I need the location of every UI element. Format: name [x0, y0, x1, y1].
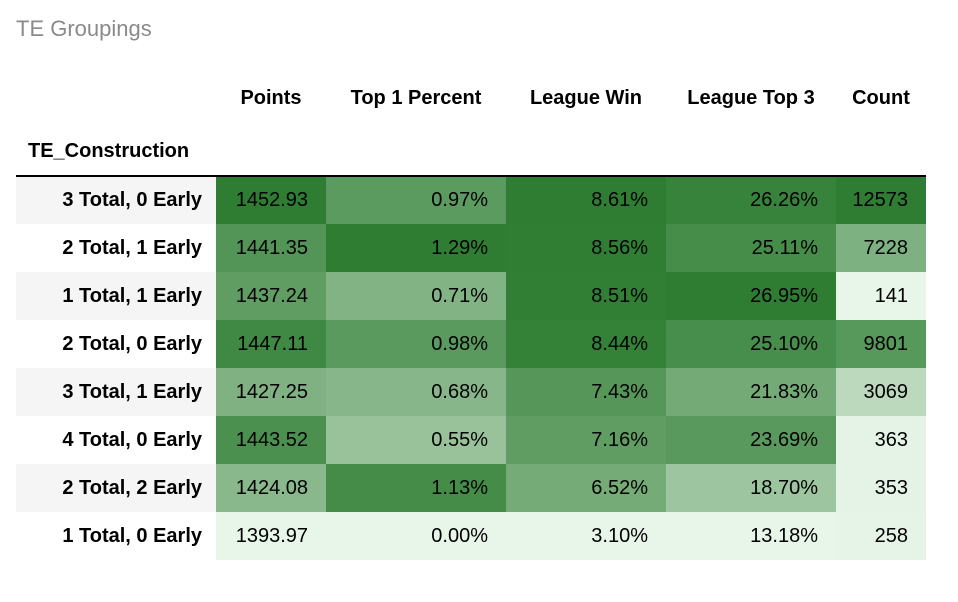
index-label: TE_Construction: [16, 124, 216, 176]
table-row: 3 Total, 1 Early1427.250.68%7.43%21.83%3…: [16, 368, 926, 416]
header-spacer: [326, 124, 506, 176]
cell-league-top-3: 21.83%: [666, 368, 836, 416]
cell-top-1-percent: 1.29%: [326, 224, 506, 272]
header-spacer: [216, 124, 326, 176]
te-groupings-table: Points Top 1 Percent League Win League T…: [16, 72, 926, 560]
cell-league-win: 3.10%: [506, 512, 666, 560]
row-label: 2 Total, 0 Early: [16, 320, 216, 368]
row-label: 1 Total, 0 Early: [16, 512, 216, 560]
cell-top-1-percent: 0.97%: [326, 176, 506, 224]
table-row: 2 Total, 0 Early1447.110.98%8.44%25.10%9…: [16, 320, 926, 368]
col-header-count: Count: [836, 72, 926, 124]
cell-points: 1437.24: [216, 272, 326, 320]
cell-league-top-3: 26.26%: [666, 176, 836, 224]
table-title: TE Groupings: [16, 16, 942, 42]
table-row: 1 Total, 1 Early1437.240.71%8.51%26.95%1…: [16, 272, 926, 320]
cell-league-top-3: 18.70%: [666, 464, 836, 512]
row-label: 3 Total, 1 Early: [16, 368, 216, 416]
cell-league-win: 8.44%: [506, 320, 666, 368]
col-header-top1: Top 1 Percent: [326, 72, 506, 124]
cell-count: 258: [836, 512, 926, 560]
row-label: 4 Total, 0 Early: [16, 416, 216, 464]
table-row: 2 Total, 2 Early1424.081.13%6.52%18.70%3…: [16, 464, 926, 512]
cell-top-1-percent: 0.71%: [326, 272, 506, 320]
cell-points: 1393.97: [216, 512, 326, 560]
header-spacer: [836, 124, 926, 176]
header-spacer: [666, 124, 836, 176]
cell-count: 9801: [836, 320, 926, 368]
header-blank: [16, 72, 216, 124]
cell-league-win: 7.16%: [506, 416, 666, 464]
cell-points: 1424.08: [216, 464, 326, 512]
cell-league-top-3: 23.69%: [666, 416, 836, 464]
cell-count: 7228: [836, 224, 926, 272]
cell-count: 3069: [836, 368, 926, 416]
cell-points: 1447.11: [216, 320, 326, 368]
cell-points: 1443.52: [216, 416, 326, 464]
row-label: 3 Total, 0 Early: [16, 176, 216, 224]
cell-count: 363: [836, 416, 926, 464]
row-label: 1 Total, 1 Early: [16, 272, 216, 320]
cell-points: 1427.25: [216, 368, 326, 416]
header-spacer: [506, 124, 666, 176]
cell-points: 1441.35: [216, 224, 326, 272]
cell-league-top-3: 26.95%: [666, 272, 836, 320]
cell-league-top-3: 25.11%: [666, 224, 836, 272]
cell-count: 141: [836, 272, 926, 320]
cell-top-1-percent: 0.55%: [326, 416, 506, 464]
col-header-lw: League Win: [506, 72, 666, 124]
cell-league-top-3: 13.18%: [666, 512, 836, 560]
col-header-points: Points: [216, 72, 326, 124]
col-header-lt3: League Top 3: [666, 72, 836, 124]
cell-points: 1452.93: [216, 176, 326, 224]
cell-top-1-percent: 0.68%: [326, 368, 506, 416]
cell-league-win: 8.61%: [506, 176, 666, 224]
row-label: 2 Total, 1 Early: [16, 224, 216, 272]
row-label: 2 Total, 2 Early: [16, 464, 216, 512]
table-row: 2 Total, 1 Early1441.351.29%8.56%25.11%7…: [16, 224, 926, 272]
table-row: 4 Total, 0 Early1443.520.55%7.16%23.69%3…: [16, 416, 926, 464]
cell-league-top-3: 25.10%: [666, 320, 836, 368]
cell-league-win: 7.43%: [506, 368, 666, 416]
cell-top-1-percent: 1.13%: [326, 464, 506, 512]
table-row: 1 Total, 0 Early1393.970.00%3.10%13.18%2…: [16, 512, 926, 560]
cell-league-win: 6.52%: [506, 464, 666, 512]
cell-league-win: 8.56%: [506, 224, 666, 272]
cell-top-1-percent: 0.98%: [326, 320, 506, 368]
table-row: 3 Total, 0 Early1452.930.97%8.61%26.26%1…: [16, 176, 926, 224]
cell-count: 353: [836, 464, 926, 512]
cell-league-win: 8.51%: [506, 272, 666, 320]
cell-count: 12573: [836, 176, 926, 224]
cell-top-1-percent: 0.00%: [326, 512, 506, 560]
